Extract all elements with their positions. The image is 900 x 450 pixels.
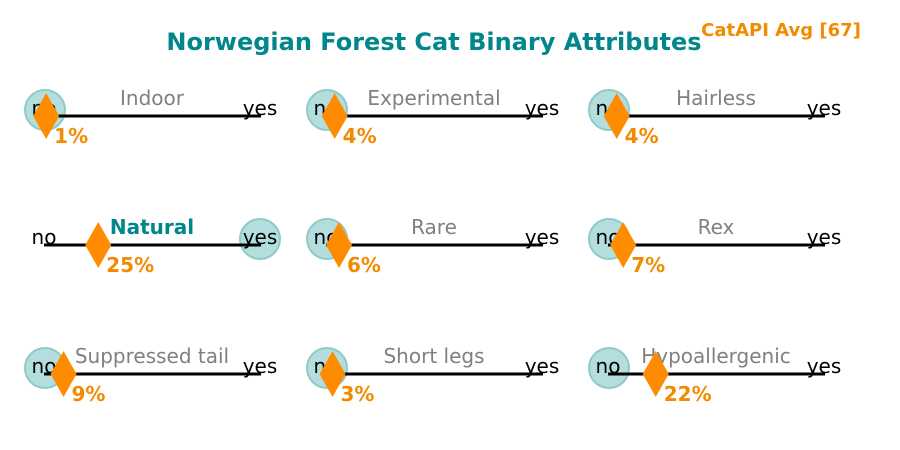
attribute-label: Hypoallergenic (641, 344, 791, 368)
yes-label: yes (525, 96, 560, 120)
panel-natural: no yes Natural 25% (32, 215, 281, 277)
panel-indoor: noyesIndoor1% (24, 86, 278, 148)
value-marker (85, 222, 112, 268)
percent-label: 7% (631, 253, 665, 277)
answer-circle (239, 218, 281, 260)
value-marker (326, 222, 353, 268)
yes-label: yes (525, 354, 560, 378)
attribute-label: Rex (698, 215, 735, 239)
percent-label: 1% (54, 124, 88, 148)
value-marker (50, 351, 77, 397)
yes-label: yes (807, 354, 842, 378)
percent-label: 6% (347, 253, 381, 277)
panel-hypoallergenic: no yes Hypoallergenic 22% (588, 344, 842, 406)
value-marker (610, 222, 637, 268)
value-marker (33, 93, 60, 139)
value-marker (319, 351, 346, 397)
attribute-label: Experimental (367, 86, 500, 110)
attribute-label: Short legs (383, 344, 484, 368)
percent-label: 22% (664, 382, 712, 406)
attribute-label: Natural (110, 215, 194, 239)
percent-label: 25% (106, 253, 154, 277)
yes-label: yes (243, 225, 278, 249)
yes-label: yes (243, 354, 278, 378)
yes-label: yes (807, 96, 842, 120)
no-label: no (596, 354, 621, 378)
percent-label: 9% (72, 382, 106, 406)
attribute-label: Suppressed tail (75, 344, 229, 368)
chart-title: Norwegian Forest Cat Binary Attributes (166, 28, 701, 56)
attribute-label: Indoor (120, 86, 185, 110)
attribute-label: Hairless (676, 86, 756, 110)
value-marker (321, 93, 348, 139)
panels-group: noyesIndoor1%noyesExperimental4%noyesHai… (24, 86, 842, 406)
yes-label: yes (807, 225, 842, 249)
answer-circle (588, 347, 630, 389)
no-label: no (32, 225, 57, 249)
percent-label: 4% (625, 124, 659, 148)
attribute-label: Rare (411, 215, 457, 239)
percent-label: 3% (341, 382, 375, 406)
value-marker (642, 351, 669, 397)
percent-label: 4% (343, 124, 377, 148)
catapi-avg-badge: CatAPI Avg [67] (701, 20, 861, 41)
yes-label: yes (243, 96, 278, 120)
value-marker (603, 93, 630, 139)
yes-label: yes (525, 225, 560, 249)
